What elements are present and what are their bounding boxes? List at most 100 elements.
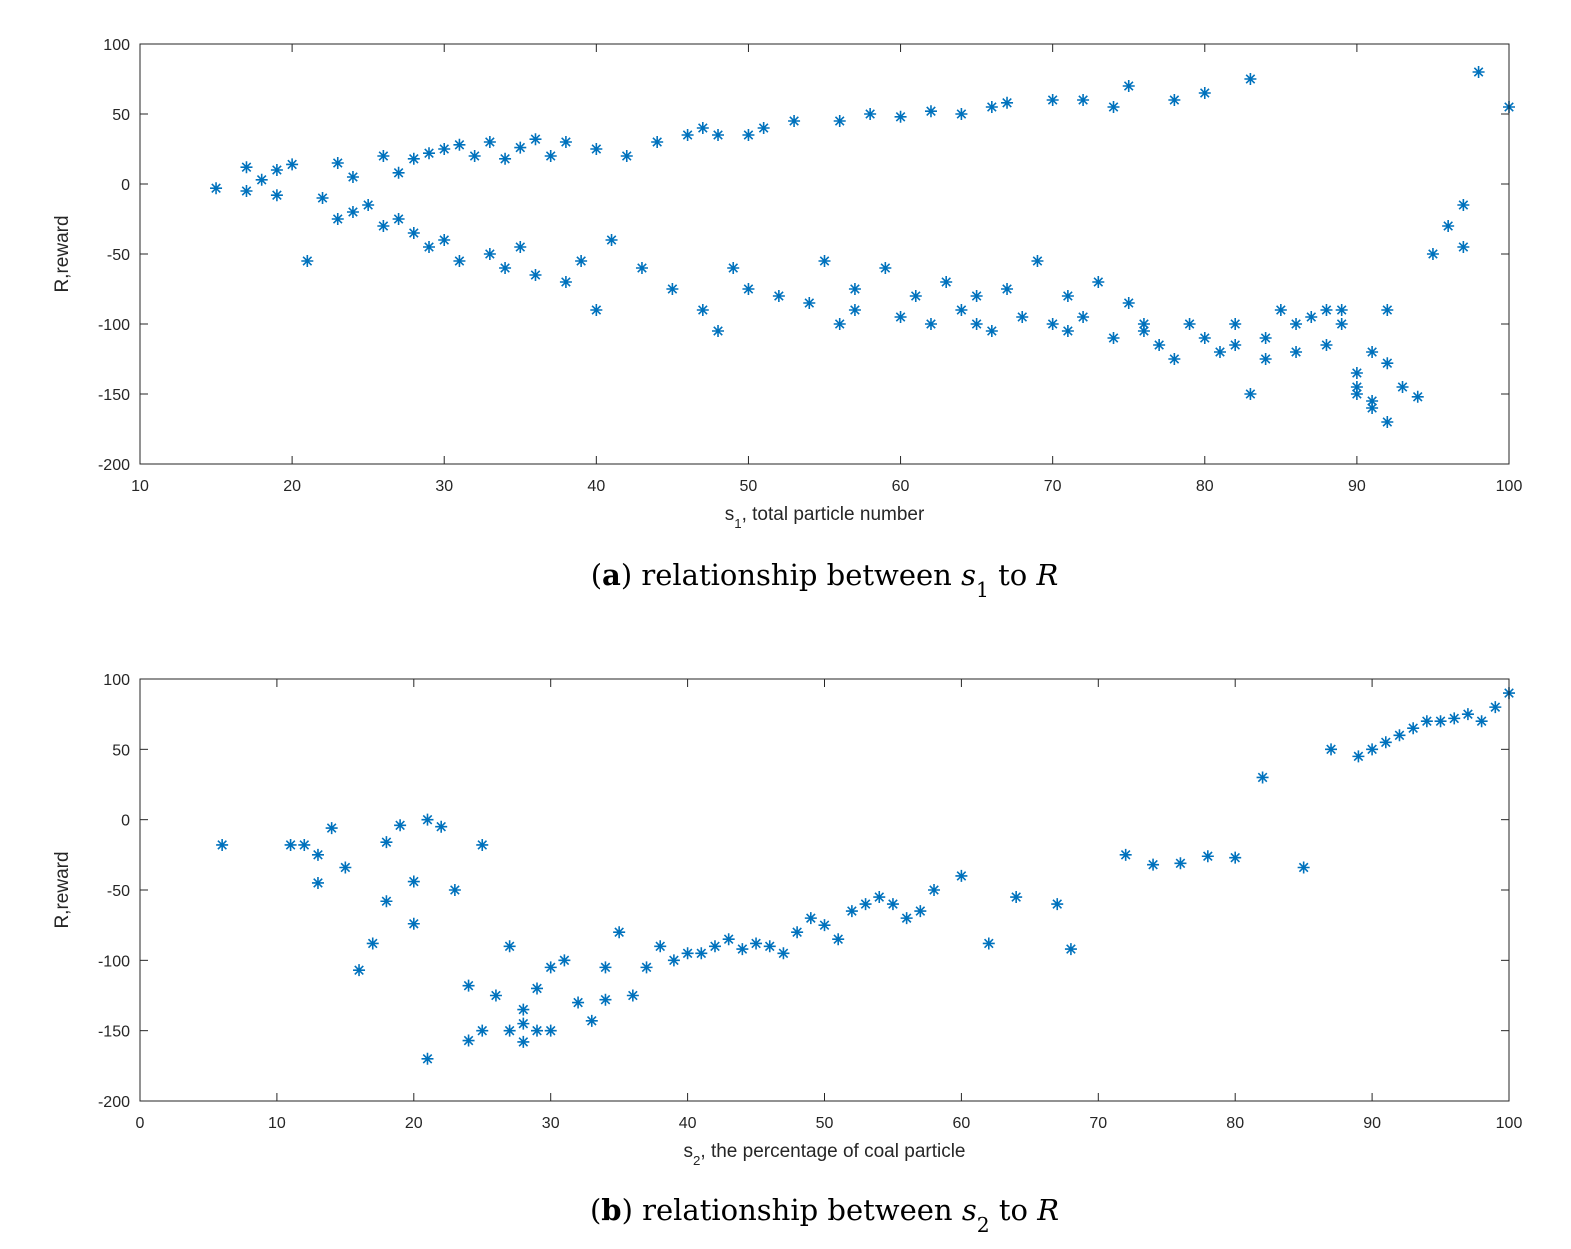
axis-ticks-a: 10 20 30 40 50 60 70 80 90 100 100 50 0 -50 -100 -150 -2… [98, 37, 1522, 495]
scatter-point-b-3 [311, 876, 324, 889]
scatter-point-b-17 [448, 884, 461, 896]
x-tick-label-a-6: 70 [1044, 478, 1062, 495]
scatter-point-a-29 [499, 152, 512, 165]
scatter-point-a-24 [453, 138, 466, 151]
x-axis-label-a: s1, total particle number [725, 504, 925, 531]
scatter-point-a-65 [894, 311, 907, 323]
scatter-point-a-122 [1381, 416, 1394, 428]
y-tick-label-a-0: 100 [103, 37, 130, 54]
scatter-point-a-39 [590, 304, 603, 316]
axis-ticks-b: 0 10 20 30 40 50 60 70 80 90 100 100 50 0 -50 -100 -150 -… [98, 672, 1522, 1132]
scatter-point-a-104 [1244, 73, 1257, 85]
scatter-point-a-95 [1168, 94, 1181, 106]
scatter-point-a-1 [240, 161, 253, 174]
scatter-point-b-31 [544, 1024, 557, 1037]
scatter-chart-b: 0 10 20 30 40 50 60 70 80 90 100 100 50 0 -50 -100 -150 -… [0, 625, 1571, 1249]
scatter-point-b-61 [955, 869, 968, 882]
scatter-point-a-33 [529, 133, 542, 146]
scatter-point-b-52 [818, 919, 831, 932]
scatter-point-a-102 [1229, 339, 1242, 351]
scatter-point-a-107 [1274, 304, 1287, 316]
scatter-point-a-99 [1198, 332, 1211, 344]
scatter-point-b-22 [489, 989, 502, 1002]
scatter-point-b-14 [421, 813, 434, 826]
scatter-point-b-77 [1393, 729, 1406, 742]
scatter-point-b-60 [928, 884, 941, 896]
scatter-point-a-59 [833, 318, 846, 330]
scatter-point-b-55 [859, 898, 872, 911]
scatter-point-a-30 [499, 262, 512, 274]
scatter-point-a-22 [438, 143, 451, 155]
x-tick-label-a-5: 60 [892, 478, 910, 495]
scatter-point-b-76 [1379, 736, 1392, 749]
scatter-point-b-53 [832, 933, 845, 946]
scatter-point-a-129 [1457, 199, 1470, 211]
caption-mid-a: to [989, 558, 1037, 592]
scatter-point-a-92 [1137, 318, 1150, 330]
y-tick-label-b-2: 0 [121, 813, 130, 830]
caption-var1-a: s [961, 558, 976, 592]
scatter-point-b-65 [1064, 943, 1077, 956]
scatter-point-a-76 [985, 325, 998, 337]
x-tick-label-a-4: 50 [740, 478, 758, 495]
scatter-point-b-39 [640, 961, 653, 974]
scatter-point-a-90 [1122, 297, 1135, 309]
y-tick-label-a-5: -150 [98, 387, 130, 404]
scatter-point-b-10 [380, 895, 393, 908]
scatter-point-a-57 [803, 297, 816, 309]
y-tick-label-a-1: 50 [112, 107, 130, 124]
scatter-point-b-1 [284, 838, 297, 851]
scatter-point-a-14 [377, 150, 390, 162]
scatter-point-a-83 [1061, 290, 1074, 302]
scatter-point-b-49 [777, 947, 790, 960]
scatter-point-b-40 [654, 940, 667, 953]
scatter-point-b-26 [517, 1017, 530, 1030]
scatter-point-a-54 [757, 122, 770, 134]
x-tick-label-b-1: 10 [268, 1115, 286, 1132]
x-axis-label-var-b: s [683, 1141, 693, 1162]
scatter-point-b-21 [476, 838, 489, 851]
scatter-point-a-34 [529, 269, 542, 281]
scatter-point-b-28 [531, 982, 544, 995]
x-tick-label-b-8: 80 [1226, 1115, 1244, 1132]
caption-text-b: relationship between [633, 1193, 962, 1227]
scatter-point-b-37 [613, 926, 626, 939]
caption-var2-a: R [1035, 558, 1058, 592]
scatter-point-a-69 [924, 105, 937, 118]
scatter-point-a-113 [1335, 318, 1348, 330]
caption-letter-b: b [601, 1193, 621, 1227]
scatter-point-b-62 [982, 937, 995, 950]
scatter-point-a-51 [727, 262, 740, 274]
scatter-point-a-7 [301, 255, 314, 267]
x-tick-label-a-1: 20 [283, 478, 301, 495]
x-axis-label-sub-a: 1 [734, 516, 741, 531]
x-tick-label-b-9: 90 [1363, 1115, 1381, 1132]
scatter-point-a-16 [392, 166, 405, 179]
scatter-point-a-15 [377, 220, 390, 232]
scatter-point-b-32 [558, 954, 571, 967]
x-tick-label-a-3: 40 [587, 478, 605, 495]
x-tick-label-a-2: 30 [435, 478, 453, 495]
x-axis-label-rest-b: , the percentage of coal particle [700, 1141, 965, 1162]
caption-paren-close-a: ) [621, 558, 632, 592]
scatter-point-a-13 [362, 199, 375, 211]
scatter-point-a-106 [1259, 353, 1272, 365]
y-tick-label-a-4: -100 [98, 317, 130, 334]
scatter-point-b-72 [1297, 861, 1310, 874]
scatter-point-a-87 [1092, 276, 1105, 288]
scatter-point-b-33 [572, 996, 585, 1009]
scatter-point-a-5 [270, 189, 283, 202]
scatter-points-a [210, 66, 1515, 428]
scatter-point-a-100 [1213, 346, 1226, 358]
scatter-point-b-18 [462, 979, 475, 992]
plot-frame-b [139, 678, 1510, 1102]
scatter-point-a-17 [392, 213, 405, 225]
scatter-point-b-59 [914, 905, 927, 918]
scatter-point-a-110 [1305, 311, 1318, 323]
scatter-point-a-62 [848, 283, 861, 295]
scatter-point-b-48 [763, 940, 776, 953]
y-tick-label-b-6: -200 [98, 1094, 130, 1111]
scatter-point-b-5 [325, 822, 338, 835]
scatter-point-b-47 [750, 937, 763, 950]
scatter-point-a-112 [1320, 339, 1333, 351]
